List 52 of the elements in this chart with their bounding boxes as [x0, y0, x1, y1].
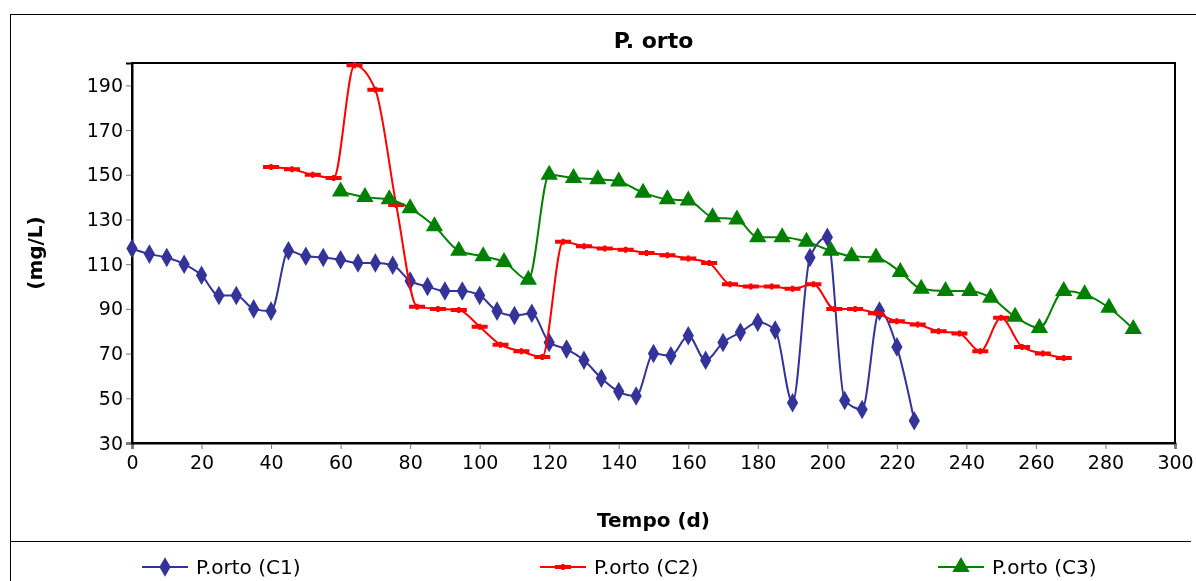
point: [773, 227, 791, 243]
y-tick-label: 130: [86, 208, 123, 231]
point: [380, 189, 398, 205]
x-tick-label: 100: [462, 451, 499, 474]
point: [749, 227, 767, 243]
y-tick-label: 150: [86, 163, 123, 186]
point: [610, 171, 628, 187]
x-tick-label: 140: [601, 451, 638, 474]
point: [474, 246, 492, 262]
x-tick-label: 300: [1157, 451, 1194, 474]
legend-label: P.orto (C3): [992, 555, 1097, 579]
x-tick-label: 80: [398, 451, 423, 474]
point: [679, 190, 697, 206]
y-tick-label: 170: [86, 118, 123, 141]
point: [843, 246, 861, 262]
point: [658, 189, 677, 205]
x-tick-label: 160: [670, 451, 707, 474]
point: [1075, 284, 1094, 300]
x-tick-label: 200: [809, 451, 846, 474]
point: [540, 164, 558, 180]
point: [331, 181, 350, 197]
y-tick-label: 190: [86, 73, 123, 96]
legend-label: P.orto (C2): [594, 555, 699, 579]
point: [589, 169, 607, 185]
y-axis-title: (mg/L): [23, 216, 47, 290]
point: [425, 216, 444, 232]
x-tick-label: 240: [948, 451, 986, 474]
x-tick-label: 180: [740, 451, 777, 474]
x-tick-label: 220: [879, 451, 916, 474]
point: [356, 187, 374, 203]
y-tick-label: 110: [86, 252, 123, 275]
y-tick-label: 30: [98, 431, 123, 454]
point: [867, 247, 885, 263]
x-axis-title: Tempo (d): [596, 508, 711, 532]
y-tick-label: 50: [98, 386, 123, 409]
point: [703, 207, 722, 223]
x-tick-label: 60: [329, 451, 354, 474]
x-tick-label: 40: [259, 451, 284, 474]
point: [401, 198, 419, 214]
point: [564, 168, 583, 184]
point: [634, 182, 652, 198]
x-tick-label: 0: [126, 451, 139, 474]
x-tick-label: 280: [1087, 451, 1125, 474]
legend-label: P.orto (C1): [196, 555, 301, 579]
chart-title: P. orto: [613, 28, 694, 53]
x-tick-label: 120: [531, 451, 568, 474]
point: [891, 262, 910, 277]
x-tick-label: 20: [189, 451, 215, 474]
point: [728, 209, 746, 225]
y-tick-label: 90: [98, 297, 123, 320]
x-tick-label: 260: [1018, 451, 1055, 474]
y-tick-label: 70: [98, 342, 123, 365]
